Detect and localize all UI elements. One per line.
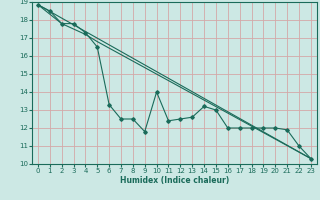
X-axis label: Humidex (Indice chaleur): Humidex (Indice chaleur) (120, 176, 229, 185)
